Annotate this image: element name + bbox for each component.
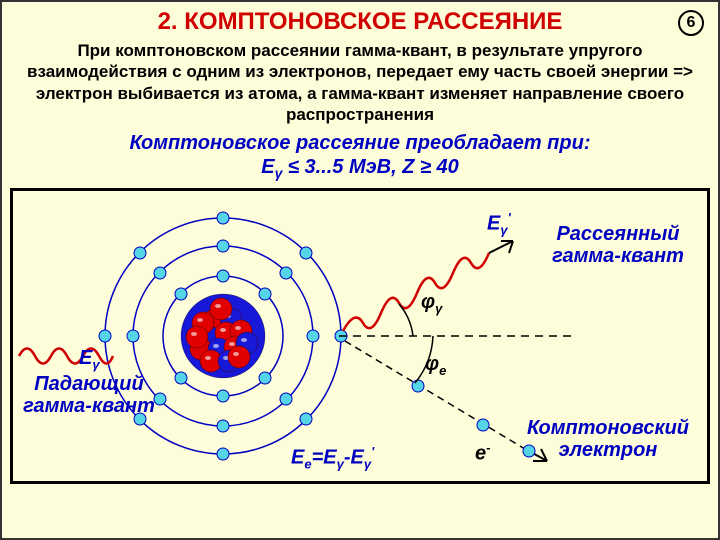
label-scattered-sym: Eγ' bbox=[487, 211, 511, 238]
diagram-box: Eγ Падающий гамма-квант Eγ' Рассеянный г… bbox=[10, 188, 710, 484]
label-phi-e: φe bbox=[425, 353, 446, 378]
description: При комптоновском рассеянии гамма-квант,… bbox=[2, 40, 718, 125]
label-scattered-txt: Рассеянный гамма-квант bbox=[533, 223, 703, 267]
page-number: 6 bbox=[678, 10, 704, 36]
label-electron-sym: e- bbox=[475, 441, 490, 465]
label-incident-sym: Eγ bbox=[79, 347, 100, 372]
page-title: 2. КОМПТОНОВСКОЕ РАССЕЯНИЕ bbox=[2, 2, 718, 40]
condition: Комптоновское рассеяние преобладает при:… bbox=[2, 125, 718, 184]
label-electron-txt: Комптоновский электрон bbox=[513, 417, 703, 461]
label-phi-g: φγ bbox=[421, 291, 442, 316]
label-electron-eq: Ee=Eγ-Eγ' bbox=[291, 445, 374, 472]
condition-line2: Eγ ≤ 3...5 МэВ, Z ≥ 40 bbox=[2, 155, 718, 182]
label-incident-txt: Падающий гамма-квант bbox=[9, 373, 169, 417]
condition-line1: Комптоновское рассеяние преобладает при: bbox=[2, 131, 718, 155]
